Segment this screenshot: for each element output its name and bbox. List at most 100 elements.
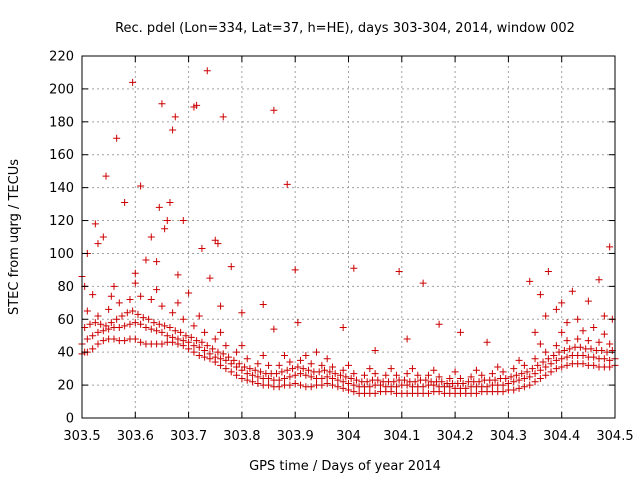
data-point <box>227 368 235 376</box>
data-point <box>587 345 595 353</box>
data-point <box>451 368 459 376</box>
data-point <box>243 370 251 378</box>
data-point <box>542 348 550 356</box>
y-tick-label: 100 <box>49 247 74 262</box>
data-point <box>286 373 294 381</box>
data-point <box>419 279 427 287</box>
data-point <box>201 328 209 336</box>
data-point <box>254 373 262 381</box>
data-point <box>515 356 523 364</box>
data-point <box>456 375 464 383</box>
axis-ticks <box>81 55 616 419</box>
data-point <box>472 366 480 374</box>
data-point <box>366 365 374 373</box>
data-point <box>326 368 334 376</box>
x-tick-label: 304.1 <box>383 429 420 444</box>
data-point <box>424 371 432 379</box>
data-point <box>472 389 480 397</box>
data-point <box>547 368 555 376</box>
data-point <box>179 315 187 323</box>
data-point <box>536 291 544 299</box>
data-point <box>579 327 587 335</box>
data-point <box>123 309 131 317</box>
data-point <box>382 371 390 379</box>
data-point <box>115 324 123 331</box>
data-point <box>424 389 432 397</box>
data-point <box>217 302 225 310</box>
data-point <box>534 361 542 369</box>
data-point <box>531 355 539 363</box>
data-point <box>174 271 182 279</box>
data-point <box>89 345 97 353</box>
data-point <box>552 342 560 350</box>
data-point <box>222 342 230 350</box>
data-point <box>483 383 491 391</box>
data-point <box>185 338 193 346</box>
data-point <box>281 375 289 383</box>
data-point <box>115 299 123 307</box>
data-point <box>552 305 560 313</box>
data-point <box>163 332 171 340</box>
data-point <box>536 340 544 348</box>
data-point <box>206 350 214 358</box>
data-point <box>350 381 358 389</box>
data-point <box>94 328 102 336</box>
data-point <box>390 378 398 386</box>
data-point <box>230 356 238 364</box>
data-point <box>323 373 331 381</box>
data-point <box>579 351 587 359</box>
data-point <box>182 332 190 340</box>
data-point <box>214 240 222 248</box>
data-point <box>219 113 227 121</box>
data-point <box>270 325 278 333</box>
data-point <box>558 299 566 307</box>
data-point <box>576 343 584 351</box>
data-point <box>174 335 182 343</box>
x-tick-label: 303.9 <box>277 429 314 444</box>
data-point <box>243 355 251 363</box>
data-point <box>544 268 552 276</box>
data-point <box>600 355 608 363</box>
data-point <box>371 389 379 397</box>
data-point <box>523 368 531 376</box>
data-point <box>339 378 347 386</box>
data-point <box>270 106 278 114</box>
x-tick-label: 304.2 <box>436 429 473 444</box>
data-point <box>563 353 571 361</box>
data-point <box>342 373 350 381</box>
data-point <box>243 376 251 384</box>
x-tick-label: 303.8 <box>223 429 260 444</box>
data-point <box>539 358 547 366</box>
data-point <box>520 361 528 369</box>
data-point <box>400 376 408 384</box>
data-point <box>94 312 102 320</box>
data-point <box>161 322 169 330</box>
data-point <box>499 368 507 376</box>
data-point <box>579 360 587 368</box>
data-point <box>584 297 592 305</box>
data-point <box>171 113 179 121</box>
data-point <box>542 363 550 371</box>
data-point <box>350 388 358 396</box>
data-point <box>313 348 321 356</box>
data-point <box>526 373 534 381</box>
data-point <box>329 381 337 389</box>
data-point <box>323 379 331 387</box>
x-tick-label: 303.5 <box>63 429 100 444</box>
data-point <box>217 361 225 369</box>
data-point <box>185 289 193 297</box>
data-point <box>510 386 518 394</box>
data-point <box>129 307 137 315</box>
data-point <box>392 383 400 391</box>
data-point <box>137 182 145 190</box>
data-point <box>435 320 443 328</box>
data-point <box>339 324 347 331</box>
data-point <box>273 370 281 378</box>
y-axis-title: STEC from uqrg / TECUs <box>7 159 22 315</box>
data-point <box>438 378 446 386</box>
data-point <box>558 328 566 336</box>
data-point <box>169 309 177 317</box>
data-point <box>563 319 571 327</box>
data-point <box>574 315 582 323</box>
data-point <box>334 383 342 391</box>
